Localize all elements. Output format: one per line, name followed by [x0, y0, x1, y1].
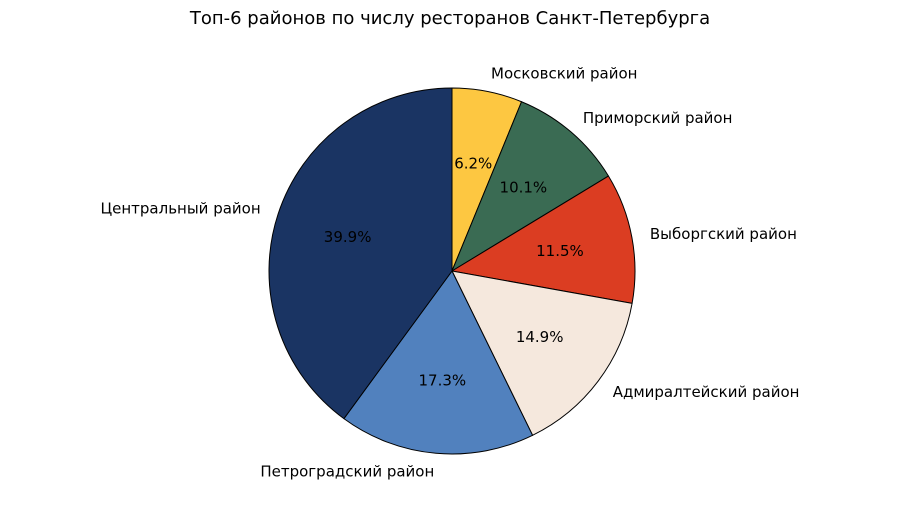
pie-slice-4	[451, 270, 633, 436]
slice-category-label: Выборгский район	[650, 225, 797, 243]
slice-percent-label: 10.1%	[500, 179, 548, 197]
pie-slice-3	[451, 175, 636, 304]
slice-percent-label: 11.5%	[536, 242, 584, 260]
slice-category-label: Московский район	[491, 65, 637, 83]
slice-percent-label: 6.2%	[454, 154, 492, 172]
slice-percent-label: 14.9%	[516, 328, 564, 346]
pie-slice-6	[268, 87, 453, 420]
pie-labels: 6.2% Московский район 10.1% Приморский райо…	[100, 65, 799, 481]
slice-percent-label: 39.9%	[324, 228, 372, 246]
slice-category-label: Приморский район	[583, 109, 733, 127]
slice-category-label: Петроградский район	[260, 463, 434, 481]
slice-category-label: Адмиралтейский район	[613, 383, 800, 401]
slice-percent-label: 17.3%	[419, 371, 467, 389]
chart-title: Топ-6 районов по числу ресторанов Санкт-…	[189, 8, 710, 29]
slice-category-label: Центральный район	[100, 199, 260, 217]
pie-slices	[268, 87, 636, 455]
pie-slice-2	[451, 101, 609, 272]
pie-slice-5	[343, 270, 534, 455]
